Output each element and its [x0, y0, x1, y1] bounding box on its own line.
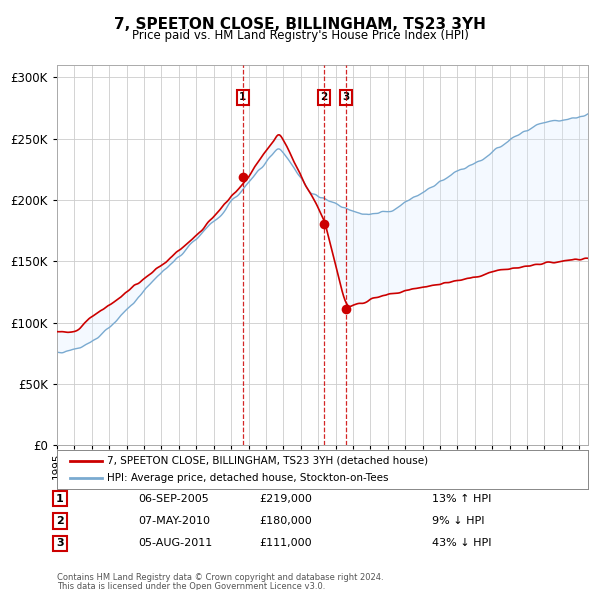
Text: £219,000: £219,000: [259, 494, 312, 503]
Text: 2: 2: [56, 516, 64, 526]
Text: 06-SEP-2005: 06-SEP-2005: [138, 494, 209, 503]
Text: 3: 3: [56, 539, 64, 548]
Text: HPI: Average price, detached house, Stockton-on-Tees: HPI: Average price, detached house, Stoc…: [107, 473, 389, 483]
Text: 1: 1: [56, 494, 64, 503]
Text: 13% ↑ HPI: 13% ↑ HPI: [432, 494, 491, 503]
Text: 7, SPEETON CLOSE, BILLINGHAM, TS23 3YH: 7, SPEETON CLOSE, BILLINGHAM, TS23 3YH: [114, 17, 486, 31]
Text: This data is licensed under the Open Government Licence v3.0.: This data is licensed under the Open Gov…: [57, 582, 325, 590]
Text: 9% ↓ HPI: 9% ↓ HPI: [432, 516, 485, 526]
Text: 43% ↓ HPI: 43% ↓ HPI: [432, 539, 491, 548]
Text: Contains HM Land Registry data © Crown copyright and database right 2024.: Contains HM Land Registry data © Crown c…: [57, 573, 383, 582]
Text: 2: 2: [320, 92, 328, 102]
Text: 3: 3: [342, 92, 349, 102]
Text: £180,000: £180,000: [259, 516, 312, 526]
Text: Price paid vs. HM Land Registry's House Price Index (HPI): Price paid vs. HM Land Registry's House …: [131, 30, 469, 42]
Text: 7, SPEETON CLOSE, BILLINGHAM, TS23 3YH (detached house): 7, SPEETON CLOSE, BILLINGHAM, TS23 3YH (…: [107, 455, 428, 466]
Text: 1: 1: [239, 92, 247, 102]
Text: 05-AUG-2011: 05-AUG-2011: [138, 539, 212, 548]
Text: 07-MAY-2010: 07-MAY-2010: [138, 516, 210, 526]
Text: £111,000: £111,000: [259, 539, 312, 548]
